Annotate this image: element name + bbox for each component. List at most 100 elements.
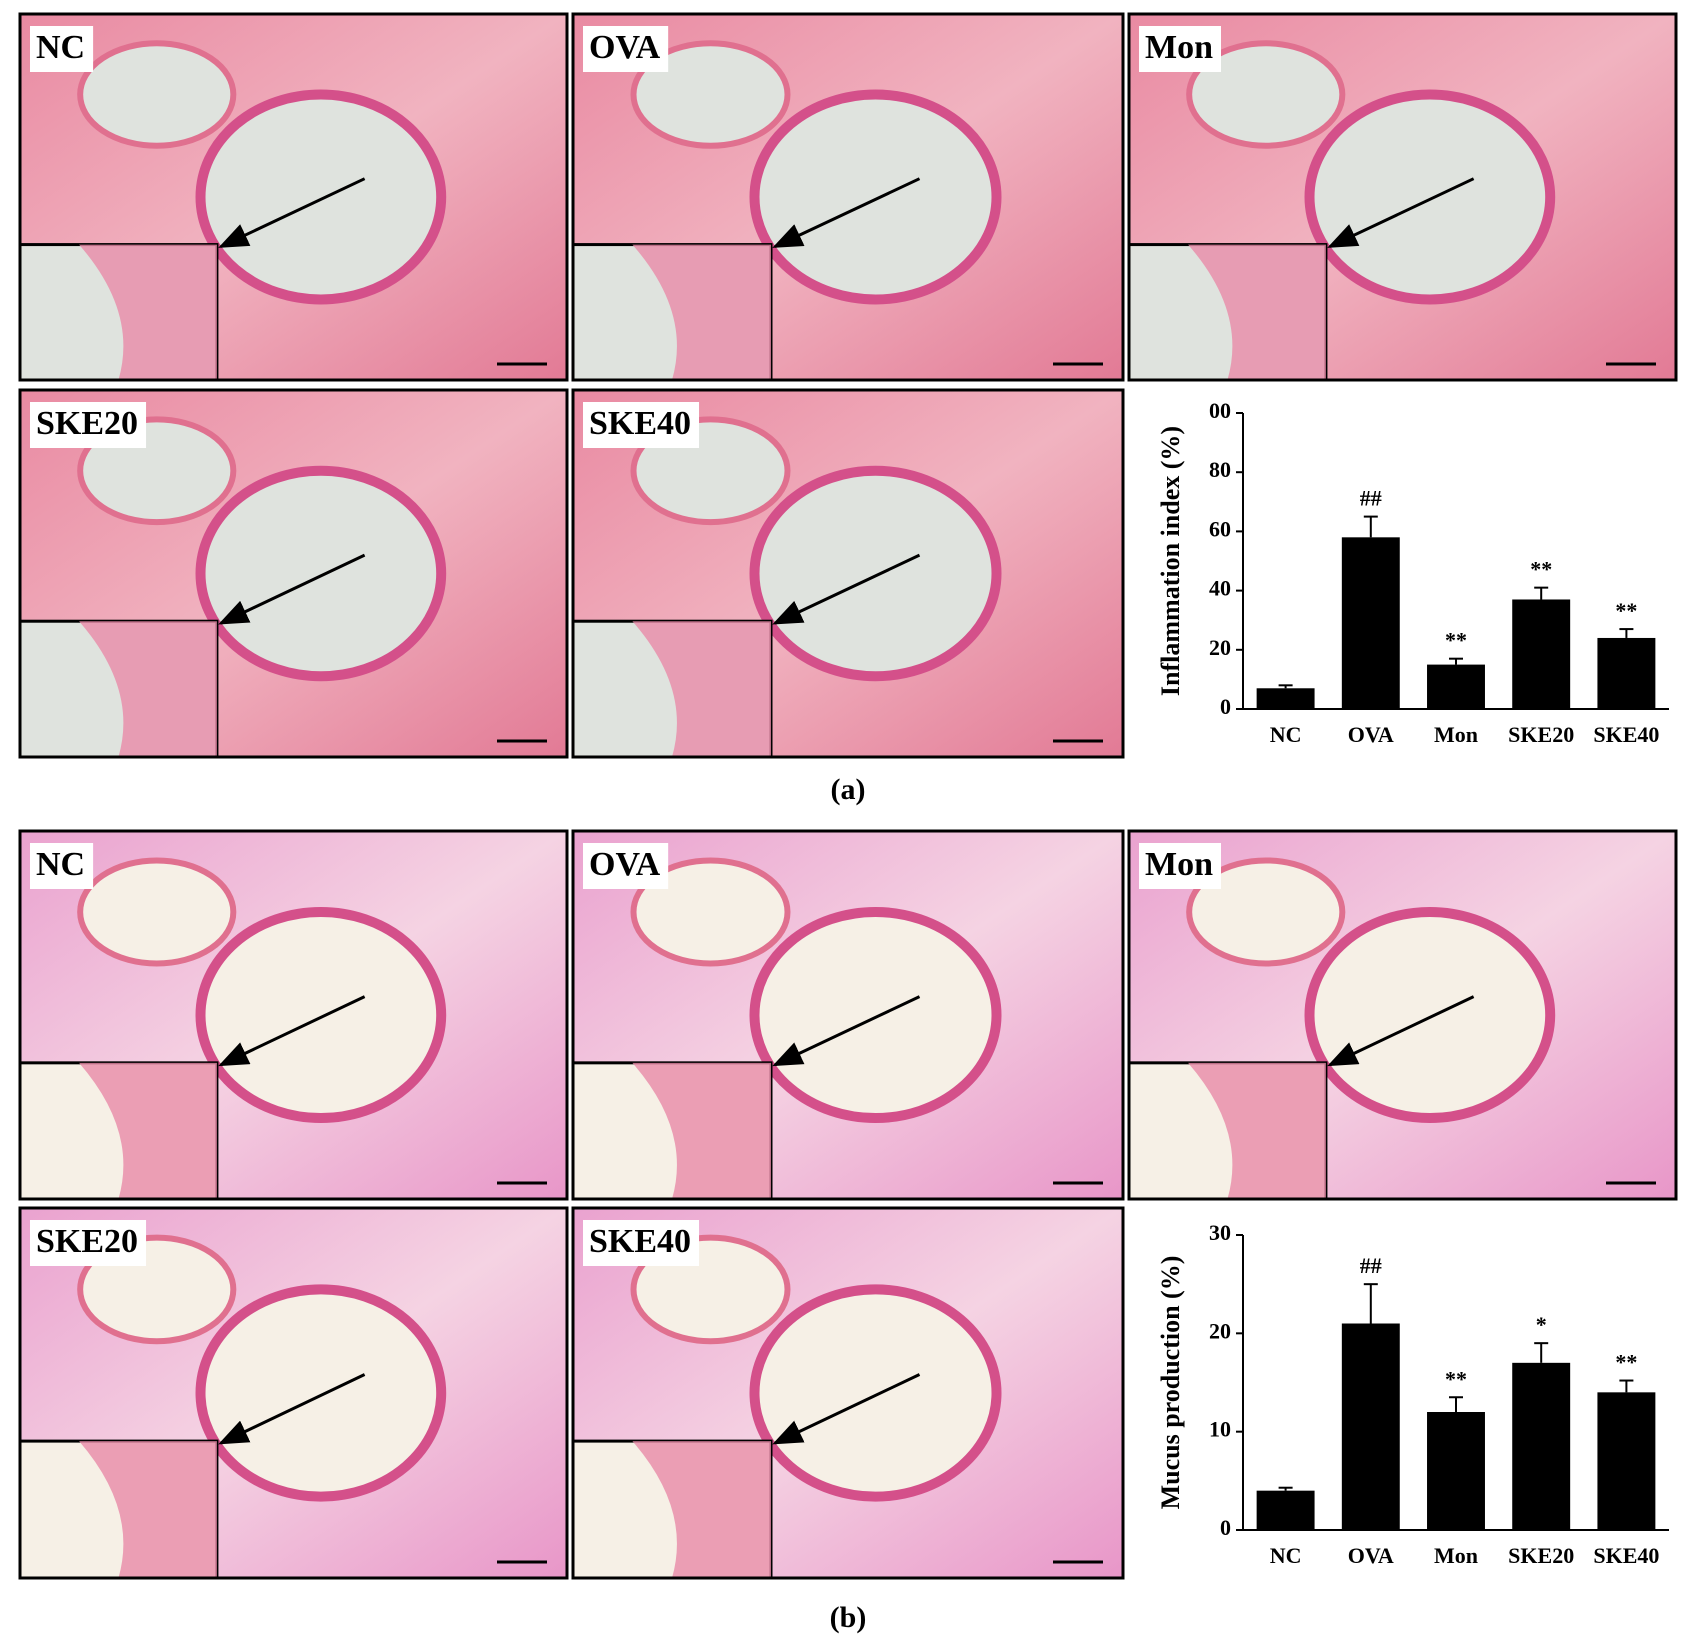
bar	[1256, 688, 1315, 709]
panel-label: OVA	[589, 846, 661, 883]
airway-lumen	[1304, 906, 1556, 1124]
significance-label: **	[1615, 1350, 1637, 1375]
y-tick-label: 80	[1209, 457, 1231, 482]
label-bg	[1139, 843, 1221, 889]
arrow	[218, 177, 366, 248]
arrow	[218, 553, 366, 625]
airway-lumen	[1304, 89, 1556, 305]
airway-lumen	[749, 465, 1002, 682]
micrograph: SKE40	[571, 388, 1125, 759]
y-tick-label: 0	[1220, 1515, 1231, 1540]
frame	[18, 829, 569, 1201]
arrow	[772, 1373, 921, 1445]
vessel-lumen	[1186, 40, 1346, 149]
significance-label: ##	[1360, 486, 1382, 511]
airway-lumen	[195, 906, 447, 1124]
x-tick-label: NC	[1270, 722, 1302, 747]
significance-label: ##	[1360, 1253, 1382, 1278]
airway-lumen	[749, 906, 1002, 1124]
panel-label: SKE40	[589, 1223, 691, 1260]
x-tick-label: SKE20	[1508, 1543, 1574, 1568]
inset-tissue	[1188, 244, 1326, 380]
inset-tissue	[79, 1441, 217, 1578]
significance-label: **	[1615, 598, 1637, 623]
micrograph: OVA	[571, 12, 1125, 382]
micrograph: SKE20	[18, 388, 569, 759]
inset-tissue	[79, 621, 217, 757]
micrograph: Mon	[1127, 12, 1678, 382]
y-tick-label: 0	[1220, 694, 1231, 719]
bar	[1341, 537, 1400, 709]
label-bg	[30, 26, 94, 72]
bar	[1427, 1412, 1485, 1530]
inset-tissue	[79, 244, 217, 380]
arrow	[218, 995, 366, 1067]
inset-tissue	[632, 1441, 771, 1578]
y-tick-label: 30	[1209, 1220, 1231, 1245]
frame	[571, 829, 1125, 1201]
frame	[571, 1206, 1125, 1580]
x-tick-label: SKE20	[1508, 722, 1574, 747]
panel-label: OVA	[589, 29, 661, 66]
micrograph: NC	[18, 12, 569, 382]
significance-label: **	[1530, 557, 1552, 582]
x-tick-label: SKE40	[1593, 722, 1659, 747]
inset-tissue	[79, 1062, 217, 1199]
label-bg	[30, 1220, 147, 1266]
frame	[18, 12, 569, 382]
vessel-lumen	[77, 857, 237, 967]
arrow	[772, 177, 921, 248]
panel-caption: (b)	[830, 1601, 867, 1634]
airway-lumen	[195, 89, 447, 305]
bar	[1512, 599, 1571, 709]
bar	[1512, 1362, 1571, 1530]
bar	[1597, 637, 1656, 709]
frame	[1127, 829, 1678, 1201]
label-bg	[583, 402, 700, 448]
frame	[571, 388, 1125, 759]
panel-caption: (a)	[831, 773, 866, 806]
micrograph: SKE40	[571, 1206, 1125, 1580]
y-tick-label: 00	[1209, 398, 1231, 423]
y-tick-label: 20	[1209, 635, 1231, 660]
arrow	[1327, 995, 1475, 1067]
airway-lumen	[195, 1284, 447, 1502]
vessel-lumen	[1186, 857, 1346, 967]
x-tick-label: NC	[1270, 1543, 1302, 1568]
arrow	[1327, 177, 1475, 248]
y-tick-label: 20	[1209, 1318, 1231, 1343]
significance-label: **	[1445, 628, 1467, 653]
arrow	[772, 553, 921, 625]
arrow	[772, 995, 921, 1067]
x-tick-label: Mon	[1434, 722, 1478, 747]
x-tick-label: SKE40	[1593, 1543, 1659, 1568]
frame	[18, 388, 569, 759]
panel-label: Mon	[1145, 846, 1213, 883]
y-tick-label: 10	[1209, 1417, 1231, 1442]
frame	[571, 12, 1125, 382]
x-tick-label: Mon	[1434, 1543, 1478, 1568]
inset-tissue	[1188, 1062, 1326, 1199]
y-tick-label: 60	[1209, 516, 1231, 541]
bar	[1597, 1392, 1656, 1530]
vessel-lumen	[630, 40, 791, 149]
inset-tissue	[632, 621, 771, 757]
panel-label: NC	[36, 29, 85, 66]
panel-label: NC	[36, 846, 85, 883]
vessel-lumen	[77, 40, 237, 149]
airway-lumen	[749, 89, 1002, 305]
y-tick-label: 40	[1209, 576, 1231, 601]
panel-label: SKE20	[36, 1223, 138, 1260]
significance-label: *	[1536, 1312, 1547, 1337]
bar	[1427, 664, 1485, 709]
label-bg	[30, 843, 94, 889]
airway-lumen	[749, 1284, 1002, 1502]
inset-tissue	[632, 244, 771, 380]
vessel-lumen	[630, 857, 791, 967]
inset-tissue	[632, 1062, 771, 1199]
label-bg	[30, 402, 147, 448]
label-bg	[583, 1220, 700, 1266]
panel-label: SKE40	[589, 405, 691, 442]
